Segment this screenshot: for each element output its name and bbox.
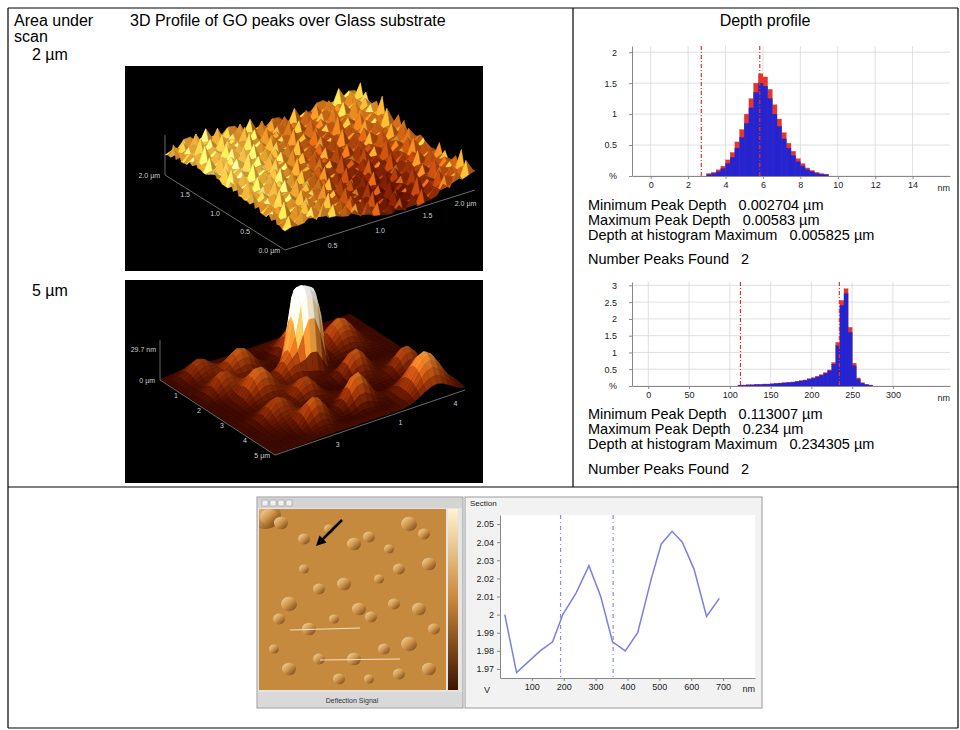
surface-facet bbox=[242, 154, 251, 173]
surface-facet bbox=[314, 204, 323, 220]
surface-facet bbox=[384, 205, 393, 215]
surface-axis-label: 2.0 µm bbox=[455, 200, 477, 208]
surface-facet bbox=[363, 132, 372, 146]
scan-size: 5 µm bbox=[32, 282, 68, 299]
surface-facet bbox=[396, 205, 405, 210]
surface-facet bbox=[282, 217, 291, 232]
scan-size: 2 µm bbox=[32, 46, 68, 63]
column-header: 3D Profile of GO peaks over Glass substr… bbox=[130, 12, 446, 29]
header-line: Area under bbox=[14, 12, 94, 29]
surface-facet bbox=[308, 216, 317, 220]
surface-background bbox=[125, 66, 483, 271]
surface-facet bbox=[199, 146, 208, 165]
surface-facet bbox=[384, 153, 393, 172]
surface-facet bbox=[358, 202, 367, 216]
surface-facet bbox=[332, 117, 341, 137]
surface-facet bbox=[379, 171, 388, 189]
surface-axis-label: 2.0 µm bbox=[138, 172, 160, 180]
surface-facet bbox=[349, 101, 358, 120]
surface-facet bbox=[278, 202, 287, 220]
table-rule bbox=[8, 7, 958, 8]
surface-facet bbox=[376, 96, 385, 116]
surface-facet bbox=[403, 195, 412, 211]
surface-facet bbox=[331, 146, 340, 164]
surface-facet bbox=[332, 89, 341, 107]
header-line: scan bbox=[14, 28, 48, 45]
surface-facet bbox=[394, 176, 403, 184]
column-header: Depth profile bbox=[720, 12, 811, 29]
column-header: Area underscan bbox=[14, 12, 94, 45]
surface-facet bbox=[428, 188, 437, 200]
surface-axis-label: 0.5 bbox=[240, 228, 250, 235]
surface-facet bbox=[274, 169, 283, 184]
surface-facet bbox=[447, 171, 456, 188]
surface-facet bbox=[352, 210, 361, 216]
surface-axis-label: 1.5 bbox=[423, 212, 433, 219]
table-rule bbox=[572, 8, 573, 487]
surface-facet bbox=[295, 213, 304, 226]
table-rule bbox=[8, 727, 958, 728]
surface-axis-label: 1.0 bbox=[375, 227, 385, 234]
surface-axis bbox=[165, 135, 166, 175]
surface-facet bbox=[336, 129, 345, 148]
surface-facet bbox=[335, 155, 344, 174]
surface-axis-label: 0.5 bbox=[328, 242, 338, 249]
surface-facet bbox=[460, 161, 469, 180]
surface-facet bbox=[381, 109, 390, 129]
table-rule bbox=[8, 486, 958, 487]
surface-axis-label: 1.5 bbox=[180, 191, 190, 198]
surface-3d: 0 µm12345 µm29.7 nm314 bbox=[125, 280, 483, 483]
surface-facet bbox=[339, 207, 348, 217]
surface-axis bbox=[165, 175, 285, 250]
surface-facet bbox=[304, 119, 313, 137]
surface-axis bbox=[285, 190, 475, 250]
surface-facet bbox=[380, 140, 389, 161]
surface-3d: 2.0 µm 1.5 1.0 0.5 0.0 µm 0.5 1.0 1.5 2.0 µm bbox=[125, 66, 483, 271]
surface-facet bbox=[290, 180, 299, 197]
surface-facet bbox=[295, 190, 304, 206]
table-frame bbox=[8, 8, 958, 728]
surface-axis-label: 0.0 µm bbox=[258, 247, 280, 255]
surface-facet bbox=[247, 164, 256, 183]
figure: Area underscan 3D Profile of GO peaks ove… bbox=[0, 0, 960, 730]
table-rule bbox=[7, 8, 8, 728]
surface-background bbox=[125, 280, 483, 483]
table-rule bbox=[957, 8, 958, 728]
surface-axis-label: 1.0 bbox=[210, 210, 220, 217]
surface-facet bbox=[273, 190, 282, 209]
